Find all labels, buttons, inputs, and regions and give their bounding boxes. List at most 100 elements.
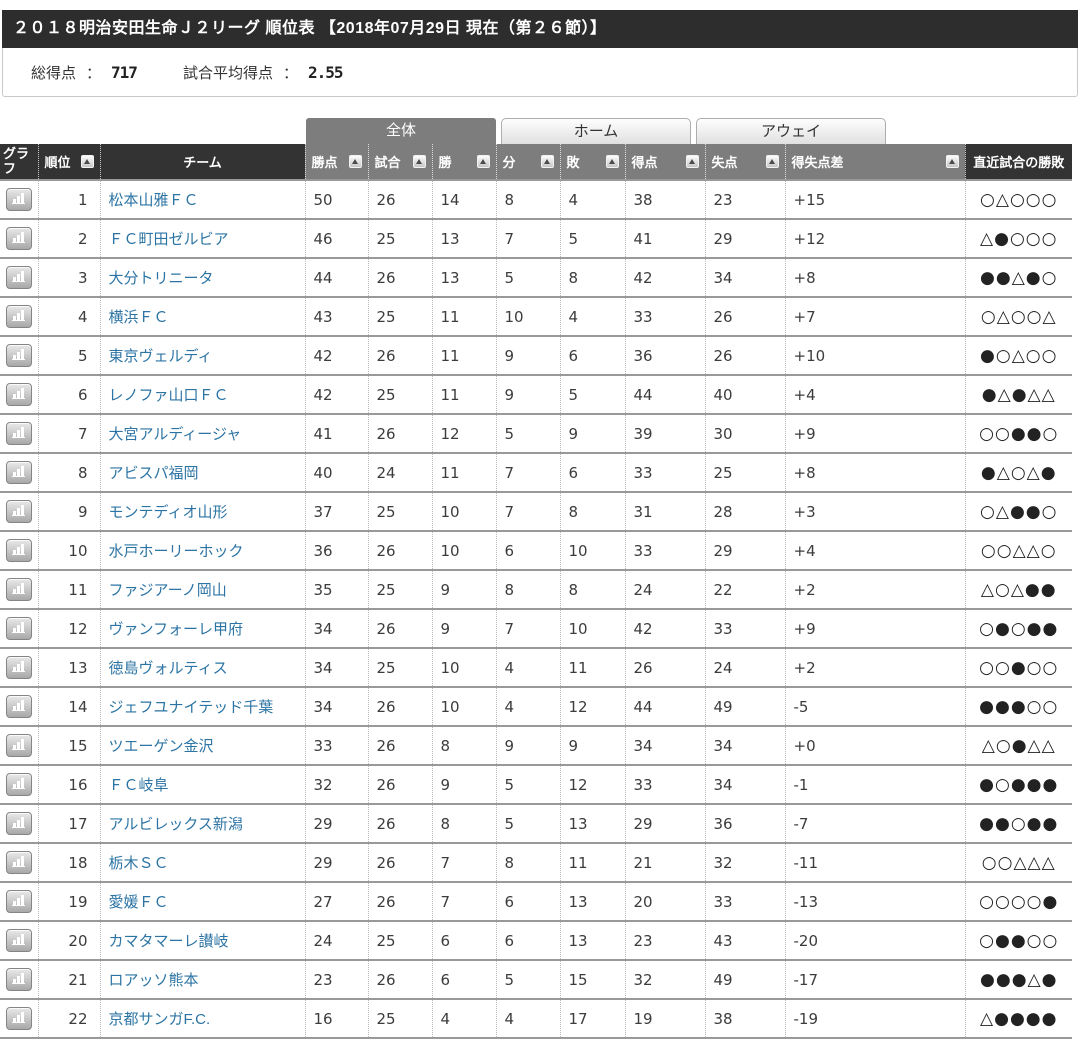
tab-overall[interactable]: 全体: [306, 118, 496, 144]
stat-cell-won: 10: [431, 686, 496, 726]
team-row: 3 大分トリニータ 44 26 13 5 8 42 34 +8 ●●△●○: [0, 257, 1072, 297]
sort-button-won[interactable]: [476, 155, 490, 168]
stat-cell-points: 44: [304, 257, 368, 297]
team-link[interactable]: 水戸ホーリーホック: [108, 543, 244, 560]
stat-cell-played: 26: [367, 335, 432, 375]
tab-home[interactable]: ホーム: [501, 118, 691, 144]
team-link[interactable]: 栃木ＳＣ: [108, 855, 169, 872]
team-link[interactable]: 松本山雅ＦＣ: [108, 192, 199, 209]
team-link[interactable]: ＦＣ岐阜: [108, 777, 169, 794]
graph-button[interactable]: [5, 773, 32, 796]
sort-button-lost[interactable]: [605, 155, 619, 168]
stat-cell-played: 26: [367, 686, 432, 726]
stat-cell-gf: 44: [624, 374, 705, 414]
team-link[interactable]: ジェフユナイテッド千葉: [108, 699, 274, 716]
team-cell: 愛媛ＦＣ: [99, 881, 305, 921]
stat-cell-played: 26: [367, 179, 432, 219]
team-link[interactable]: ＦＣ町田ゼルビア: [108, 231, 229, 248]
stat-cell-ga: 34: [704, 725, 785, 765]
graph-button[interactable]: [5, 305, 32, 328]
stat-cell-gd: -13: [784, 881, 965, 921]
team-cell: 大宮アルディージャ: [99, 413, 305, 453]
sort-button-ga[interactable]: [765, 155, 779, 168]
team-link[interactable]: 大宮アルディージャ: [108, 426, 242, 443]
tab-away[interactable]: アウェイ: [696, 118, 886, 144]
sort-button-played[interactable]: [412, 155, 426, 168]
team-row: 15 ツエーゲン金沢 33 26 8 9 9 34 34 +0 △○●△△: [0, 725, 1072, 765]
stat-cell-lost: 4: [559, 179, 625, 219]
stat-cell-ga: 34: [704, 764, 785, 804]
graph-button[interactable]: [5, 617, 32, 640]
stat-cell-played: 26: [367, 413, 432, 453]
team-link[interactable]: 徳島ヴォルティス: [108, 660, 228, 677]
graph-button[interactable]: [5, 578, 32, 601]
sort-up-arrow-icon: [689, 159, 695, 164]
header-cell-gd: 得失点差: [786, 152, 965, 171]
graph-button[interactable]: [5, 851, 32, 874]
stat-cell-gd: +8: [784, 452, 965, 492]
rank-cell: 3: [37, 257, 100, 297]
team-link[interactable]: アルビレックス新潟: [108, 816, 243, 833]
team-cell: ツエーゲン金沢: [99, 725, 305, 765]
stat-cell-won: 9: [431, 569, 496, 609]
stat-cell-gd: +2: [784, 569, 965, 609]
col-header-label: グラフ: [3, 145, 30, 176]
recent-results: ○○△△○: [964, 530, 1072, 570]
sort-button-points[interactable]: [348, 155, 362, 168]
team-link[interactable]: ロアッソ熊本: [108, 972, 199, 989]
graph-button[interactable]: [5, 890, 32, 913]
team-cell: 京都サンガF.C.: [99, 998, 305, 1039]
sort-button-rank[interactable]: [80, 155, 94, 168]
bar-chart-icon: [11, 543, 26, 558]
team-link[interactable]: カマタマーレ讃岐: [108, 933, 229, 950]
graph-cell: [0, 218, 38, 258]
graph-button[interactable]: [5, 461, 32, 484]
avg-goals-group: 試合平均得点 ： 2.55: [183, 62, 344, 83]
team-link[interactable]: アビスパ福岡: [108, 465, 199, 482]
graph-button[interactable]: [5, 734, 32, 757]
team-cell: ＦＣ岐阜: [99, 764, 305, 804]
team-link[interactable]: ヴァンフォーレ甲府: [108, 621, 244, 638]
team-link[interactable]: モンテディオ山形: [108, 504, 228, 521]
graph-button[interactable]: [5, 695, 32, 718]
graph-button[interactable]: [5, 812, 32, 835]
stat-cell-gf: 44: [624, 686, 705, 726]
stat-cell-gd: -1: [784, 764, 965, 804]
team-link[interactable]: 東京ヴェルディ: [108, 348, 213, 365]
total-goals-group: 総得点 ： 717: [31, 62, 138, 83]
graph-button[interactable]: [5, 500, 32, 523]
graph-button[interactable]: [5, 188, 32, 211]
graph-button[interactable]: [5, 422, 32, 445]
sort-button-gd[interactable]: [945, 155, 959, 168]
stat-cell-lost: 9: [559, 413, 625, 453]
stat-cell-lost: 13: [559, 803, 625, 843]
graph-button[interactable]: [5, 656, 32, 679]
team-link[interactable]: 横浜ＦＣ: [108, 309, 169, 326]
stat-cell-lost: 11: [559, 842, 625, 882]
graph-button[interactable]: [5, 227, 32, 250]
recent-results: ●○●●●: [964, 764, 1072, 804]
col-header-team: チーム: [99, 144, 305, 180]
team-link[interactable]: 愛媛ＦＣ: [108, 894, 169, 911]
stat-cell-played: 26: [367, 608, 432, 648]
graph-button[interactable]: [5, 968, 32, 991]
team-link[interactable]: 大分トリニータ: [108, 270, 214, 287]
bar-chart-icon: [11, 933, 26, 948]
graph-button[interactable]: [5, 929, 32, 952]
stat-cell-gf: 36: [624, 335, 705, 375]
bar-chart-icon: [11, 972, 26, 987]
team-row: 4 横浜ＦＣ 43 25 11 10 4 33 26 +7 ○△○○△: [0, 296, 1072, 336]
graph-button[interactable]: [5, 539, 32, 562]
sort-button-gf[interactable]: [685, 155, 699, 168]
graph-button[interactable]: [5, 266, 32, 289]
sort-button-drawn[interactable]: [540, 155, 554, 168]
stat-cell-ga: 26: [704, 296, 785, 336]
graph-button[interactable]: [5, 344, 32, 367]
team-link[interactable]: 京都サンガF.C.: [108, 1011, 211, 1028]
team-link[interactable]: ツエーゲン金沢: [108, 738, 214, 755]
graph-button[interactable]: [5, 383, 32, 406]
team-link[interactable]: ファジアーノ岡山: [108, 582, 227, 599]
stat-cell-drawn: 4: [495, 998, 560, 1039]
team-link[interactable]: レノファ山口ＦＣ: [108, 387, 229, 404]
graph-button[interactable]: [5, 1007, 32, 1030]
